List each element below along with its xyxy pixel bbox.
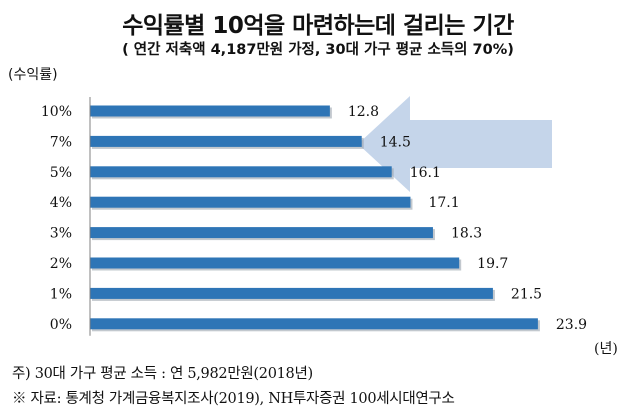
bar <box>90 257 460 269</box>
bar <box>90 196 411 208</box>
y-tick-label: 3% <box>50 226 72 242</box>
y-tick-label: 2% <box>50 256 72 272</box>
y-axis-label: (수익률) <box>8 67 58 83</box>
y-tick-label: 4% <box>50 195 72 211</box>
footnote: 주) 30대 가구 평균 소득 : 연 5,982만원(2018년) <box>12 366 313 382</box>
y-tick-label: 7% <box>50 134 72 150</box>
bar-value-label: 18.3 <box>451 226 482 242</box>
chart-subtitle: ( 연간 저축액 4,187만원 가정, 30대 가구 평균 소득의 70%) <box>122 42 514 58</box>
bar <box>90 318 538 330</box>
bar-value-label: 16.1 <box>410 165 441 181</box>
bar-value-label: 21.5 <box>511 286 542 302</box>
bar <box>90 166 392 178</box>
left-arrow-icon <box>358 96 552 192</box>
x-axis-unit: (년) <box>594 341 618 357</box>
y-tick-label: 5% <box>50 165 72 181</box>
chart-title: 수익률별 10억을 마련하는데 걸리는 기간 <box>122 13 514 39</box>
bar-value-label: 19.7 <box>477 256 508 272</box>
source-note: ※ 자료: 통계청 가계금융복지조사(2019), NH투자증권 100세시대연… <box>12 391 455 407</box>
y-tick-label: 0% <box>50 317 72 333</box>
bar <box>90 227 433 239</box>
bar-value-label: 12.8 <box>348 104 379 120</box>
bar-value-label: 14.5 <box>380 134 411 150</box>
bar-value-label: 17.1 <box>428 195 459 211</box>
y-tick-label: 1% <box>50 286 72 302</box>
bar <box>90 135 362 147</box>
y-tick-label: 10% <box>41 104 72 120</box>
bar-value-label: 23.9 <box>556 317 587 333</box>
bar <box>90 287 493 299</box>
bar <box>90 105 330 117</box>
